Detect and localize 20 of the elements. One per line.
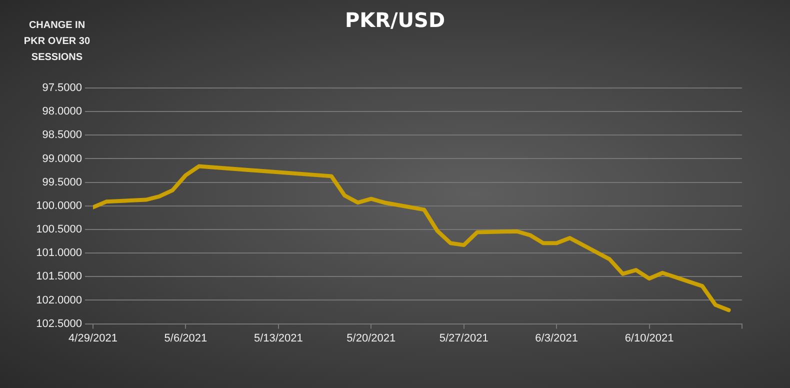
chart-title: PKR/USD — [344, 8, 446, 32]
x-tick-label: 5/13/2021 — [254, 332, 303, 344]
x-tick-label: 4/29/2021 — [68, 332, 118, 344]
y-tick-label: 100.5000 — [36, 224, 82, 236]
x-tick-label: 6/10/2021 — [624, 332, 674, 344]
x-tick-label: 5/27/2021 — [439, 332, 488, 344]
y-tick-label: 99.5000 — [42, 176, 82, 188]
x-tick-label: 6/3/2021 — [535, 332, 578, 344]
y-tick-label: 101.0000 — [36, 247, 82, 260]
y-tick-label: 99.0000 — [42, 152, 82, 165]
y-tick-label: 98.5000 — [42, 129, 82, 142]
y-tick-label: 102.5000 — [36, 318, 82, 330]
y-tick-label: 98.0000 — [42, 106, 82, 118]
x-tick-label: 5/6/2021 — [164, 332, 208, 344]
y-tick-label: 101.5000 — [36, 270, 82, 283]
y-axis-title: CHANGE IN PKR OVER 30 SESSIONS — [22, 19, 92, 65]
y-tick-label: 102.0000 — [36, 294, 82, 306]
y-tick-label: 100.0000 — [36, 200, 82, 212]
x-tick-label: 5/20/2021 — [346, 332, 396, 344]
y-tick-label: 97.5000 — [42, 82, 82, 94]
